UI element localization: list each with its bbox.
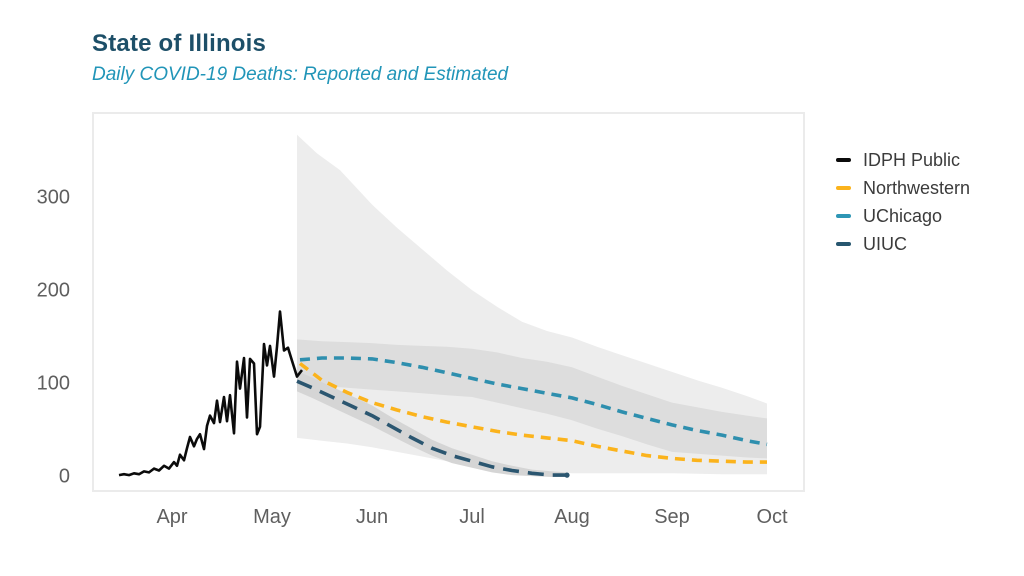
confidence-band-uchicago-inner (297, 339, 767, 459)
page-title: State of Illinois (92, 30, 267, 57)
legend-label-northwestern: Northwestern (863, 177, 971, 198)
legend-item-uchicago[interactable]: UChicago (836, 202, 970, 230)
legend-item-northwestern[interactable]: Northwestern (836, 174, 970, 202)
legend-swatch-uchicago-icon (836, 213, 851, 219)
legend-swatch-northwestern-icon (836, 185, 851, 191)
legend-swatch-idph-icon (836, 157, 851, 163)
legend-item-idph[interactable]: IDPH Public (836, 146, 970, 174)
series-line-northwestern (298, 362, 767, 464)
legend: IDPH Public Northwestern UChicago UIUC (836, 146, 970, 258)
legend-swatch-uiuc-icon (836, 241, 851, 247)
legend-label-uiuc: UIUC (863, 233, 907, 254)
series-lines (118, 310, 768, 478)
series-line-idph (118, 310, 304, 477)
legend-item-uiuc[interactable]: UIUC (836, 230, 970, 258)
confidence-bands (297, 134, 767, 477)
series-end-marker-uiuc (564, 472, 570, 478)
legend-label-idph: IDPH Public (863, 149, 961, 170)
series-line-uchicago (299, 356, 768, 447)
legend-label-uchicago: UChicago (863, 205, 943, 226)
series-line-uiuc (296, 379, 567, 477)
page-subtitle: Daily COVID-19 Deaths: Reported and Esti… (92, 64, 509, 85)
